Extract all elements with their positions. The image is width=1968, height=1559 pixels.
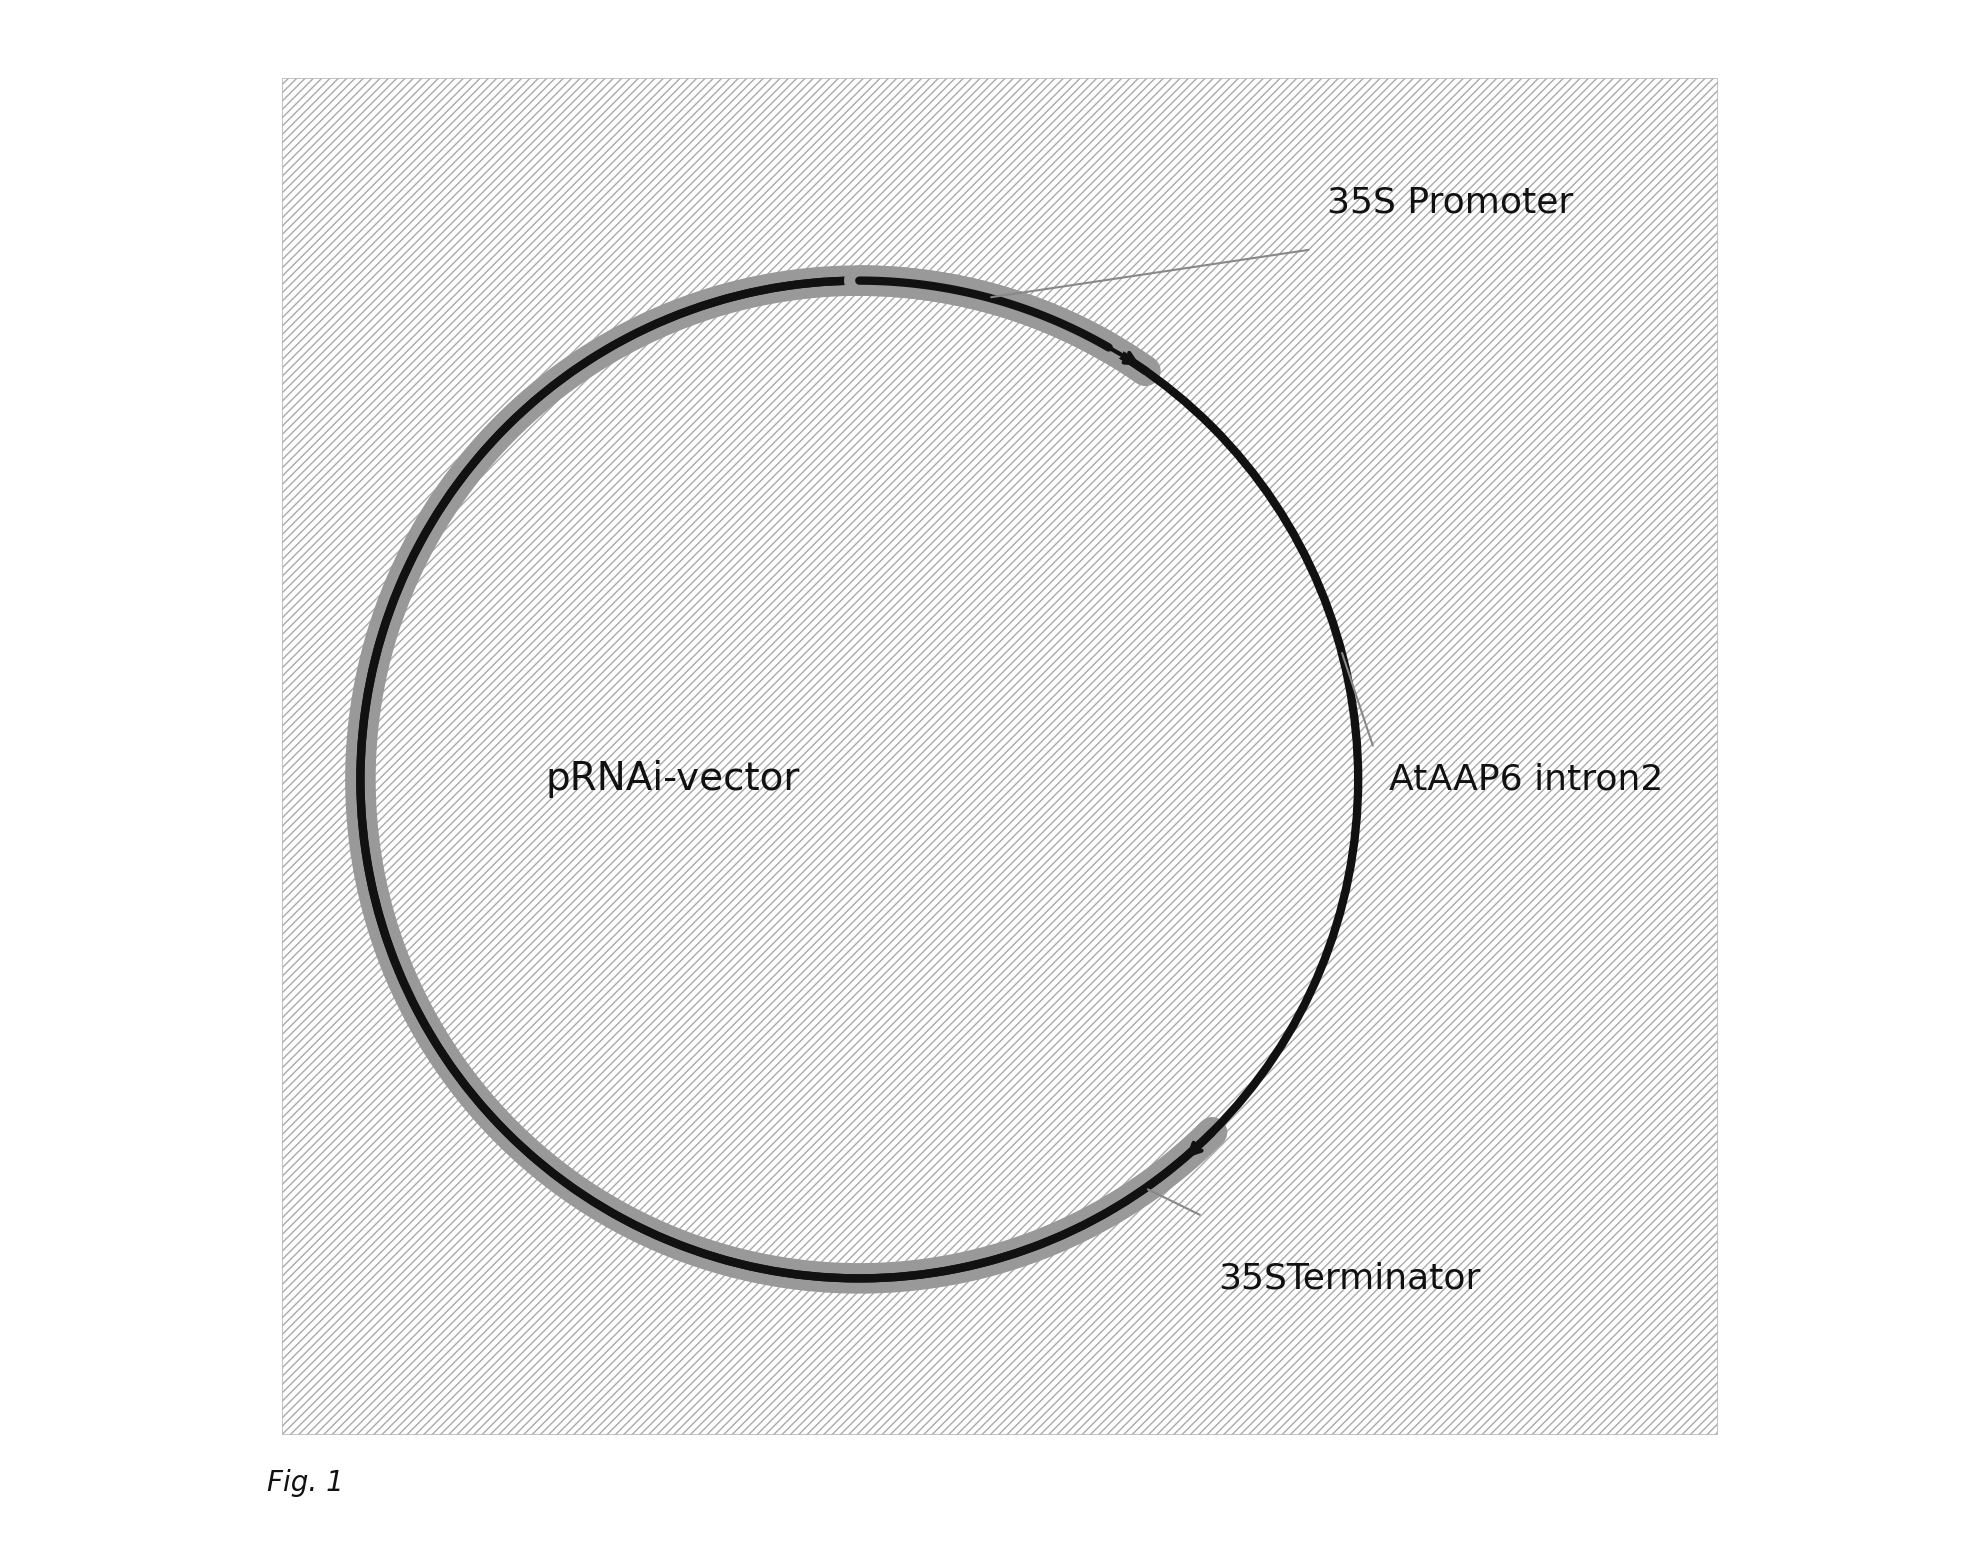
Text: Fig. 1: Fig. 1 [268,1469,344,1497]
Bar [283,78,1716,1434]
Text: AtAAP6 intron2: AtAAP6 intron2 [1389,762,1663,797]
Text: 35STerminator: 35STerminator [1218,1261,1480,1296]
Text: 35S Promoter: 35S Promoter [1326,186,1572,220]
Text: pRNAi-vector: pRNAi-vector [545,761,799,798]
